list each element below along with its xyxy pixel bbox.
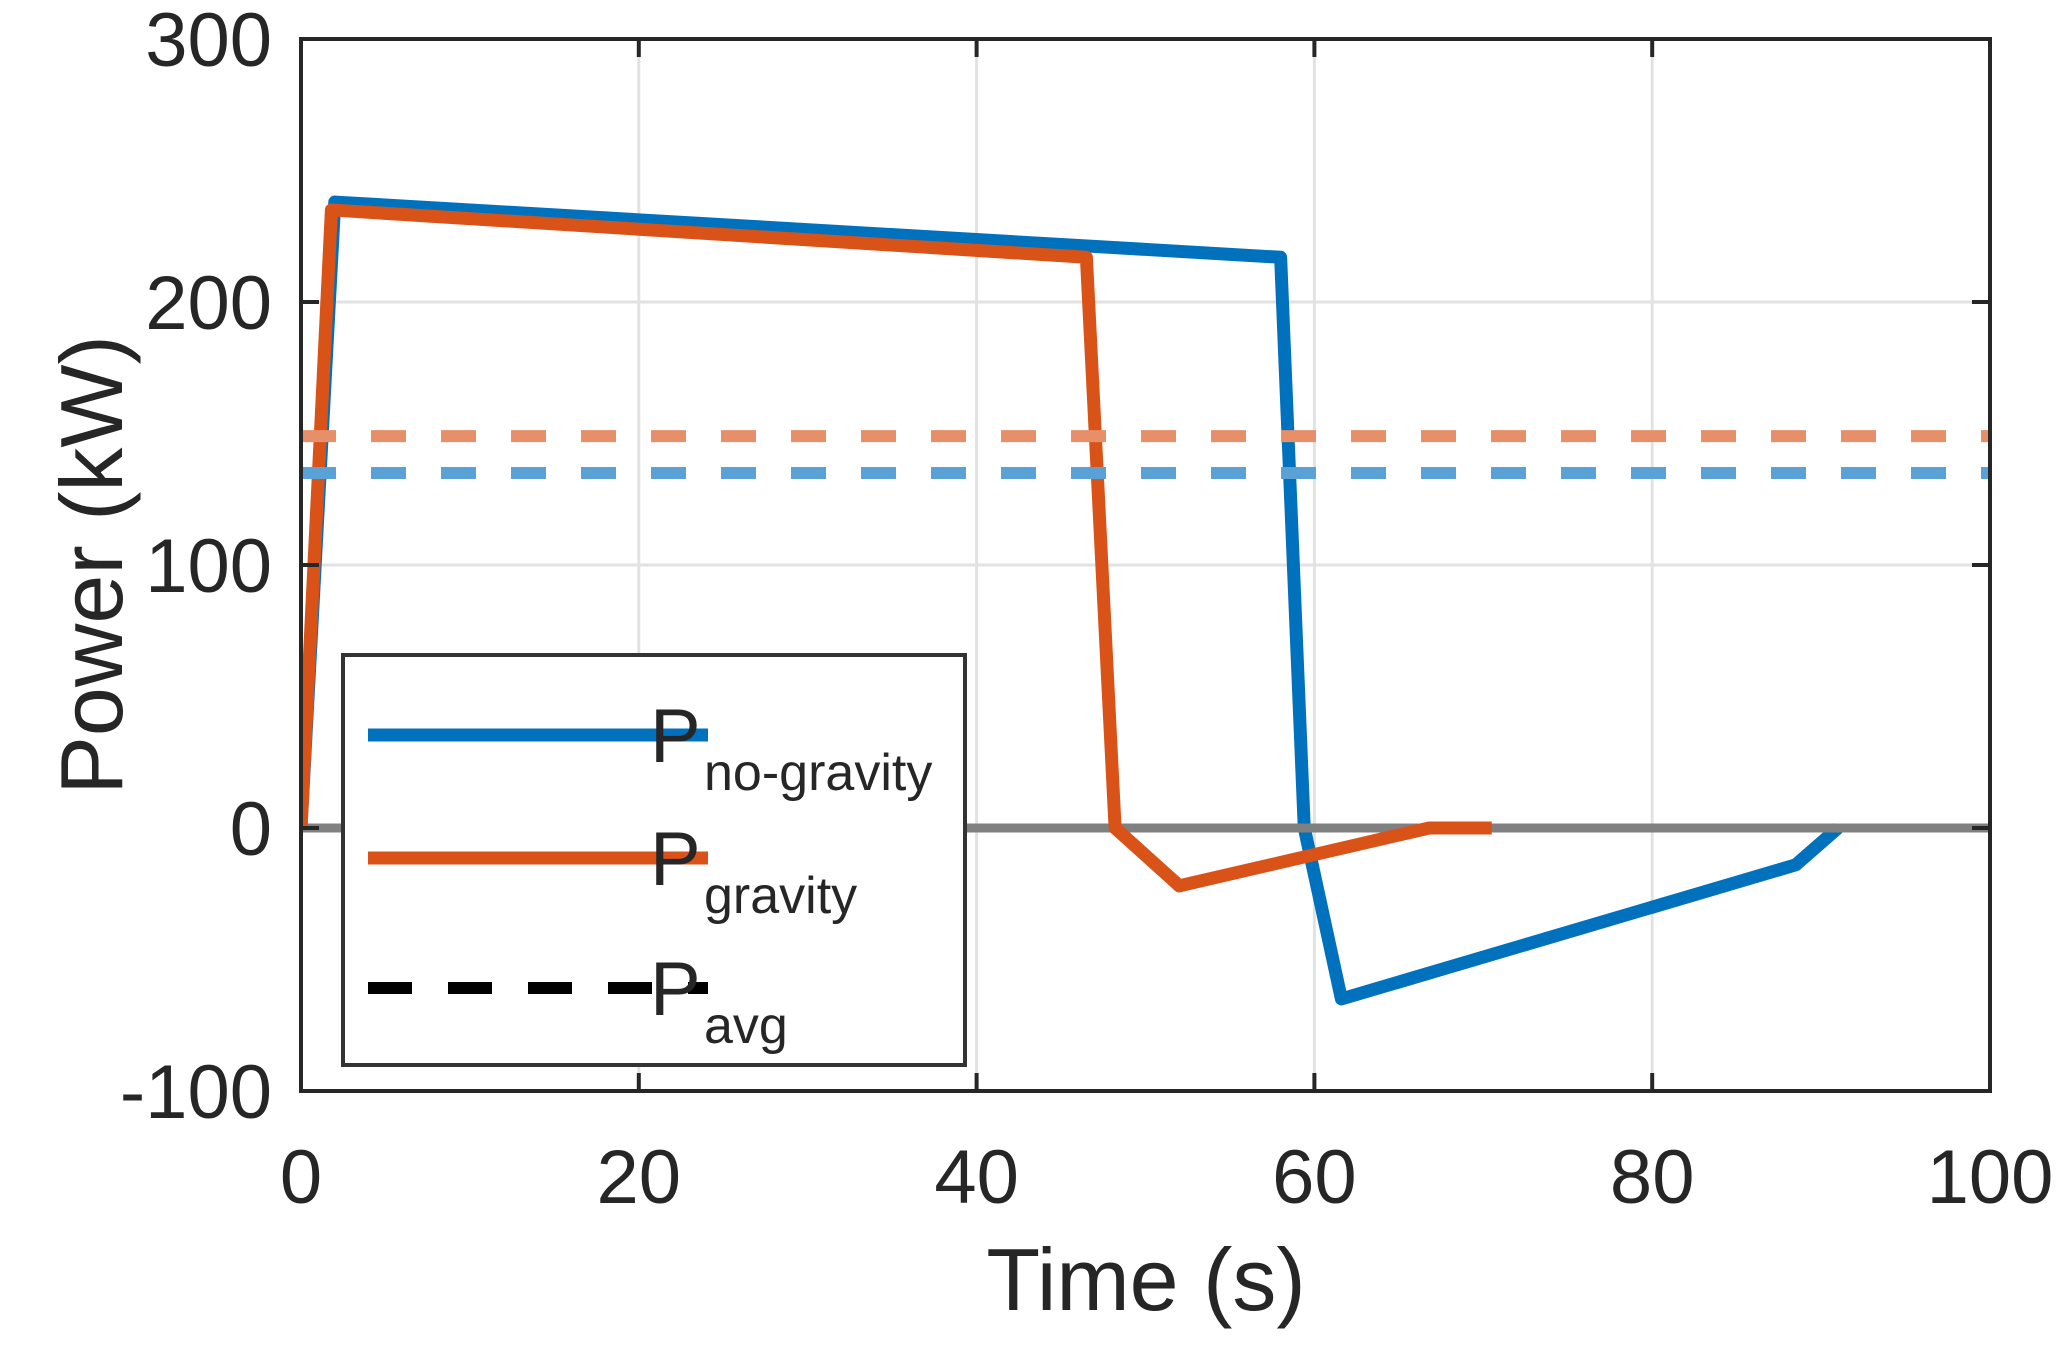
x-axis-label: Time (s) — [986, 1230, 1305, 1329]
y-tick-label: 0 — [230, 787, 272, 872]
x-tick-label: 80 — [1610, 1135, 1695, 1220]
legend-label-gravity: P — [650, 817, 701, 902]
x-tick-label: 40 — [934, 1135, 1019, 1220]
y-tick-label: 100 — [145, 524, 272, 609]
legend-label-gravity-sub: gravity — [704, 867, 857, 925]
legend-label-avg-sub: avg — [704, 997, 788, 1055]
x-tick-label: 60 — [1272, 1135, 1357, 1220]
x-tick-label: 20 — [597, 1135, 682, 1220]
y-axis-label: Power (kW) — [42, 335, 141, 795]
tick-marks — [299, 37, 1992, 1093]
legend: P no-gravity P gravity P avg — [341, 653, 967, 1067]
legend-label-no-gravity: P — [650, 694, 701, 779]
legend-label-no-gravity-sub: no-gravity — [704, 744, 932, 802]
x-tick-label: 0 — [280, 1135, 322, 1220]
legend-item-gravity: P gravity — [368, 817, 857, 925]
x-tick-label: 100 — [1927, 1135, 2054, 1220]
legend-label-avg: P — [650, 947, 701, 1032]
series-P_gravity — [301, 203, 1492, 893]
y-tick-label: -100 — [120, 1050, 272, 1135]
y-tick-label: 300 — [145, 0, 272, 83]
plot-series — [301, 195, 1990, 1006]
legend-item-avg: P avg — [368, 947, 788, 1055]
legend-item-no-gravity: P no-gravity — [368, 694, 932, 802]
y-tick-label: 200 — [145, 261, 272, 346]
